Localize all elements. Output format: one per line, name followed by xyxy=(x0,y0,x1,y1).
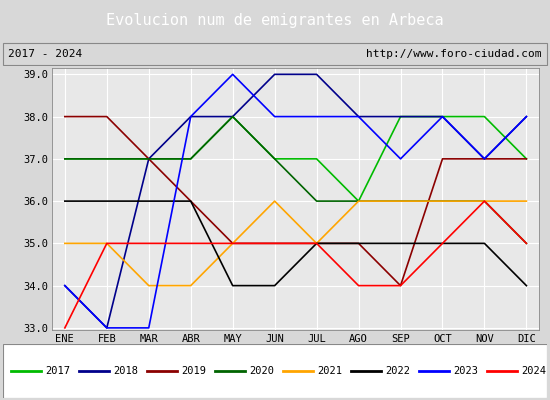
Text: 2021: 2021 xyxy=(317,366,343,376)
Text: 2019: 2019 xyxy=(182,366,206,376)
Text: 2020: 2020 xyxy=(249,366,274,376)
Text: Evolucion num de emigrantes en Arbeca: Evolucion num de emigrantes en Arbeca xyxy=(106,14,444,28)
Text: 2017: 2017 xyxy=(45,366,70,376)
FancyBboxPatch shape xyxy=(3,344,547,398)
Text: 2018: 2018 xyxy=(113,366,138,376)
Text: http://www.foro-ciudad.com: http://www.foro-ciudad.com xyxy=(366,49,542,59)
Text: 2022: 2022 xyxy=(386,366,410,376)
Text: 2024: 2024 xyxy=(521,366,547,376)
Text: 2023: 2023 xyxy=(454,366,478,376)
Text: 2017 - 2024: 2017 - 2024 xyxy=(8,49,82,59)
FancyBboxPatch shape xyxy=(3,43,547,65)
